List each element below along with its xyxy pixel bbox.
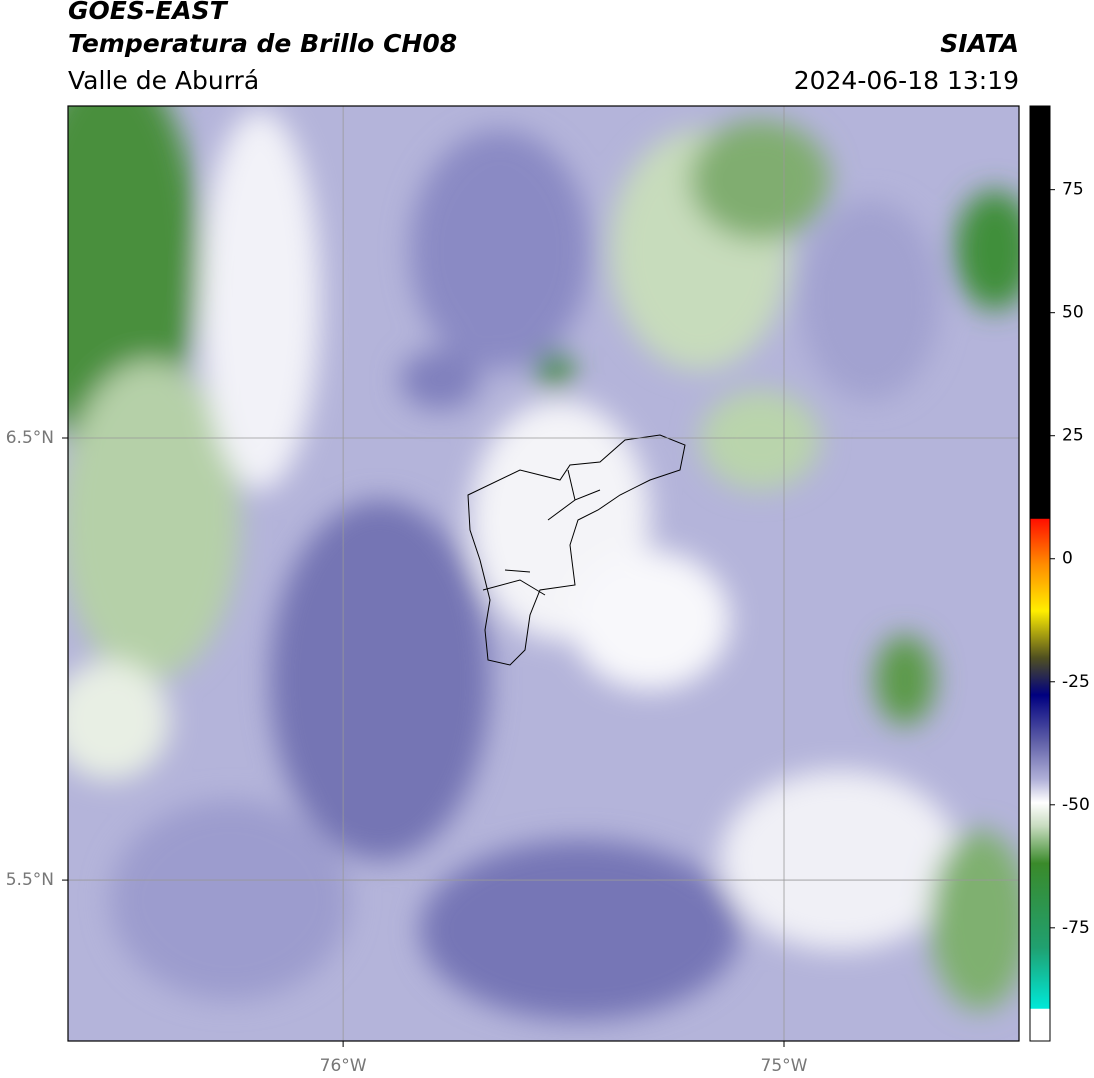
lon-label: 76°W — [320, 1056, 367, 1076]
subtitle: Temperatura de Brillo CH08 — [68, 29, 457, 58]
lon-label: 75°W — [761, 1056, 808, 1076]
datetime: 2024-06-18 13:19 — [794, 66, 1019, 95]
source: SIATA — [940, 29, 1019, 58]
map-frame — [67, 105, 1020, 1042]
title: GOES-EAST — [68, 0, 229, 25]
lat-label: 6.5°N — [6, 428, 54, 448]
region: Valle de Aburrá — [68, 66, 259, 95]
colorbar-label: 25 — [1062, 426, 1084, 446]
colorbar-label: 50 — [1062, 303, 1084, 323]
colorbar-label: 75 — [1062, 180, 1084, 200]
colorbar-label: 0 — [1062, 549, 1073, 569]
colorbar-label: -75 — [1062, 918, 1090, 938]
colorbar-label: -50 — [1062, 795, 1090, 815]
colorbar-label: -25 — [1062, 672, 1090, 692]
graticule — [68, 106, 1019, 1041]
colorbar — [1029, 105, 1051, 1042]
lat-label: 5.5°N — [6, 870, 54, 890]
municipal-boundaries — [467, 434, 686, 666]
satellite-field — [68, 106, 1019, 1041]
